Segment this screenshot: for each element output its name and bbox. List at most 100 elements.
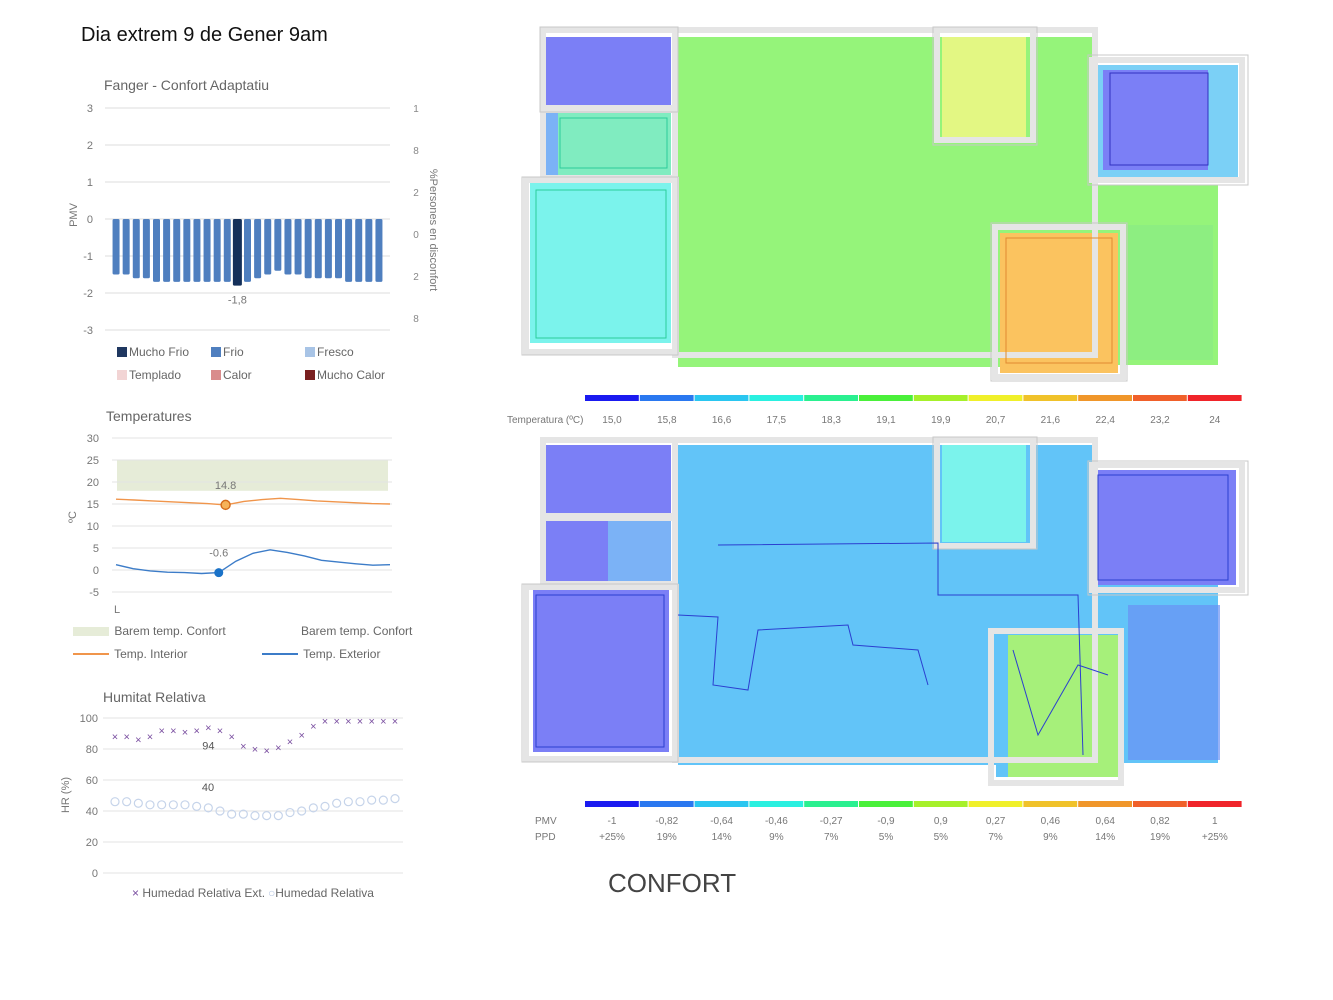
ppd-scale-tick: 9% [769,832,784,843]
hr-point [168,800,178,810]
scale-segment [913,801,968,807]
temperature-scale-tick: 20,7 [986,415,1006,426]
hr-point [297,806,307,816]
hr-point [203,803,213,813]
temp-ytick: 5 [93,543,99,555]
hr-point [343,797,353,807]
ppd-scale-tick: +25% [599,832,625,843]
legend-swatch [73,627,109,636]
plan-room-orange [1000,233,1118,373]
hr-ext-point: × [275,742,281,754]
hr-point [367,795,377,805]
plan-room-teal [546,113,671,175]
hr-ext-point: × [368,716,374,728]
temperature-scale-tick: 23,2 [1150,415,1170,426]
hr-ext-point: × [310,721,316,733]
temp-ytick: 0 [93,565,99,577]
pmv-scale-tick: 0,64 [1095,816,1115,827]
pmv-ylabel: PMV [68,202,80,227]
scale-segment [694,395,749,401]
pmv-scale-tick: -0,64 [710,816,733,827]
pmv-scale-tick: 1 [1212,816,1218,827]
ppd-scale-tick: 14% [712,832,732,843]
temperature-scale-tick: 16,6 [712,415,732,426]
temp-exterior-marker [214,568,224,578]
legend-label: Temp. Exterior [303,647,381,661]
pmv-bar [132,219,140,279]
plan-room-teal-edge [546,113,558,175]
pmv-bar [173,219,181,282]
hr-ext-point: × [357,716,363,728]
hr-point [273,811,283,821]
plan-gradient-zone [1128,225,1213,360]
ppd-scale-row-label: PPD [535,832,556,843]
hr-ext-point: × [392,716,398,728]
scale-segment [1023,395,1078,401]
hr-point [227,809,237,819]
pmv-y2tick: 2 [413,188,419,199]
temperature-scale-tick: 19,9 [931,415,951,426]
legend-swatch [211,347,221,357]
pmv-y2tick: 2 [413,272,419,283]
ppd-scale-tick: 7% [988,832,1003,843]
scale-segment [913,395,968,401]
scale-segment [859,395,913,401]
ppd-scale-tick: 7% [824,832,839,843]
pmv-y2tick: 8 [413,314,419,325]
scale-segment [749,801,804,807]
scale-segment [585,395,639,401]
pmv-plan-outlines [521,436,1249,763]
temp-ytick: 20 [87,477,99,489]
pmv-bar [314,219,322,279]
legend-swatch [117,347,127,357]
temperature-floor-plan [521,26,1249,382]
hr-ytick: 20 [86,837,98,849]
hr-ytick: 60 [86,775,98,787]
legend-hr-ext: × Humedad Relativa Ext. [132,886,265,900]
pmv-scale-tick: 0,9 [934,816,948,827]
legend-label: Templado [129,368,182,382]
pmv-bar [244,219,251,282]
hr-point [157,800,167,810]
legend-label: Frio [223,345,244,359]
confort-section-label: CONFORT [608,868,737,898]
hr-point [133,798,143,808]
hr-ext-point: × [345,716,351,728]
pmv-scale-tick: -1 [608,816,617,827]
hr-point [122,797,132,807]
temp-marker-label: 14.8 [215,480,236,492]
pmv-bar [284,219,292,275]
pmv-plan-walls [523,437,1245,786]
legend-frio: Frio [211,345,244,359]
plan-isolines [535,72,1209,364]
temperature-scale-tick: 21,6 [1041,415,1061,426]
legend-comfort-band-1: Barem temp. Confort [73,624,226,638]
pmv-ytick: -2 [83,288,93,300]
hr-point [378,795,388,805]
pmv-bar [232,219,242,286]
temperatures-chart: 30 25 20 15 10 5 0 -5 14.8 -0.6 ºC L [67,433,392,616]
pmv-bar [304,219,312,279]
pmv-bar [365,219,373,282]
hr-point [320,801,330,811]
pmv-bar [122,219,130,275]
legend-calor: Calor [211,368,252,382]
plan-room-cyan [530,183,671,343]
pmv-bar [153,219,160,282]
temperature-scale-label: Temperatura (ºC) [507,415,583,426]
hr-point [110,797,120,807]
temp-ytick: -5 [89,587,99,599]
scale-segment [749,395,804,401]
pmv-plan-isolines [535,474,1229,756]
pmv-floor-plan [521,436,1249,786]
scale-segment [694,801,749,807]
temp-ytick: 15 [87,499,99,511]
ppd-scale-tick: 9% [1043,832,1058,843]
pmv-plan-room-5 [1096,470,1236,585]
legend-temp-exterior: Temp. Exterior [262,647,380,661]
temp-marker-label: -0.6 [209,548,228,560]
legend-label: Fresco [317,345,354,359]
hr-ext-point: × [240,741,246,753]
